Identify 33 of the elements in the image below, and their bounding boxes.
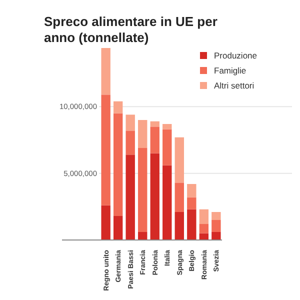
bar [199, 224, 209, 234]
bar [101, 94, 110, 206]
bar [138, 120, 148, 148]
bar [174, 137, 184, 183]
legend-label: Altri settori [214, 80, 254, 90]
bar [212, 220, 221, 232]
bar [138, 148, 148, 232]
bar [113, 101, 123, 114]
bar [126, 114, 135, 131]
bar [212, 232, 221, 240]
bar [162, 165, 172, 240]
bar [187, 197, 196, 210]
bar [113, 216, 123, 240]
bar [212, 212, 221, 220]
bar [199, 209, 209, 224]
bar [138, 232, 148, 240]
bar [101, 205, 110, 240]
bar [187, 184, 196, 198]
legend-label: Produzione [214, 50, 258, 60]
bar [113, 113, 123, 216]
bar [101, 48, 110, 95]
chart-title: Spreco alimentare in UE per anno (tonnellate) [44, 14, 218, 45]
bar [150, 121, 160, 127]
bar [174, 182, 184, 212]
bar [162, 124, 172, 130]
bar [150, 126, 160, 154]
bar [174, 212, 184, 240]
bar [126, 154, 135, 240]
legend-label: Famiglie [214, 66, 246, 76]
bar [150, 153, 160, 240]
bar [162, 129, 172, 166]
bar [187, 209, 196, 240]
bar [126, 130, 135, 155]
